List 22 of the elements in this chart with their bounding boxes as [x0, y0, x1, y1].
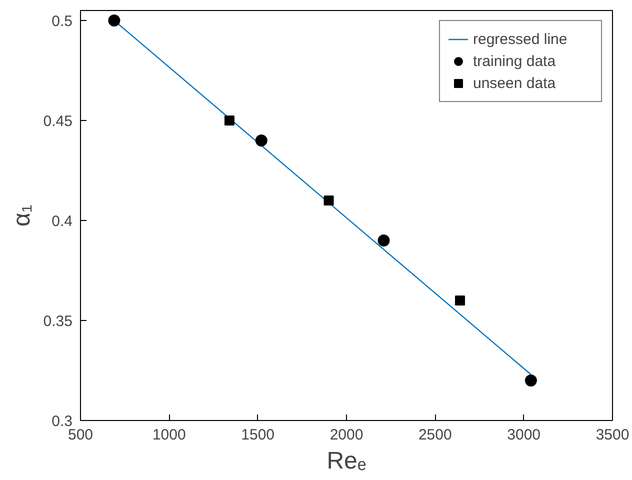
x-tick-label: 3500	[596, 426, 630, 444]
y-tick-label: 0.4	[52, 213, 73, 230]
x-tick-label: 2000	[330, 426, 364, 444]
legend-label: regressed line	[473, 30, 568, 48]
point	[224, 116, 234, 126]
x-tick-label: 2500	[418, 426, 452, 444]
x-axis-title: Reₑ	[326, 448, 366, 474]
point	[255, 134, 268, 146]
point	[378, 234, 390, 246]
point	[324, 196, 334, 206]
y-axis-title: α₁	[8, 204, 36, 226]
point	[524, 374, 537, 386]
x-tick-label: 1000	[152, 426, 186, 444]
y-tick-label: 0.35	[43, 313, 73, 330]
legend-label: training data	[473, 52, 557, 70]
point	[454, 296, 465, 306]
legend-label: unseen data	[473, 74, 557, 92]
y-tick-label: 0.45	[43, 113, 73, 130]
y-tick-label: 0.5	[52, 13, 73, 30]
point	[108, 14, 120, 26]
x-tick-label: 3000	[507, 426, 541, 444]
x-tick-label: 1500	[241, 426, 275, 444]
